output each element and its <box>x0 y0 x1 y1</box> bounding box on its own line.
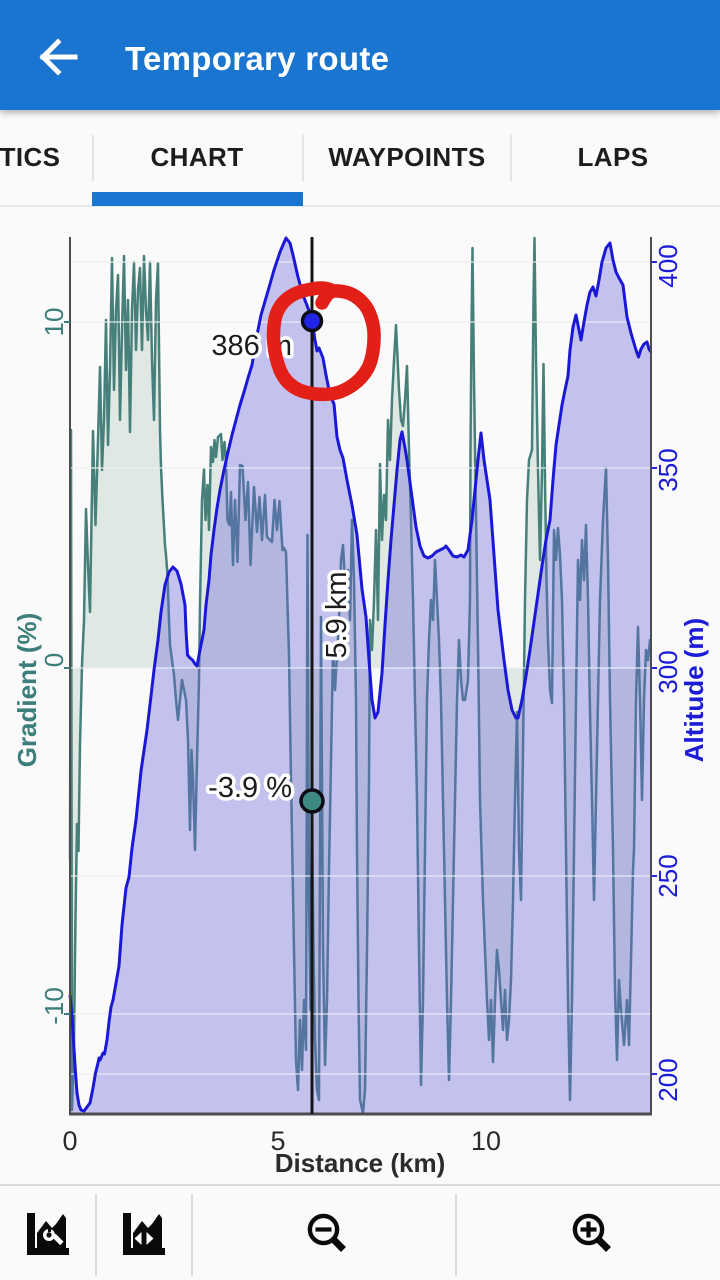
svg-text:250: 250 <box>653 854 683 897</box>
svg-text:5: 5 <box>270 1126 285 1156</box>
svg-text:5.9 km: 5.9 km <box>321 571 353 658</box>
svg-text:300: 300 <box>653 650 683 693</box>
svg-text:Gradient (%): Gradient (%) <box>12 613 42 768</box>
svg-text:10: 10 <box>471 1126 501 1156</box>
svg-text:5.9 km: 5.9 km <box>321 571 353 658</box>
svg-text:-3.9 %: -3.9 % <box>208 772 292 804</box>
svg-text:0: 0 <box>62 1126 77 1156</box>
svg-text:350: 350 <box>653 448 683 491</box>
svg-text:200: 200 <box>653 1058 683 1101</box>
svg-text:-10: -10 <box>39 987 69 1025</box>
svg-text:Distance (km): Distance (km) <box>275 1148 446 1178</box>
svg-text:10: 10 <box>39 308 69 337</box>
svg-text:0: 0 <box>39 653 69 667</box>
svg-text:400: 400 <box>653 244 683 287</box>
svg-text:-3.9 %: -3.9 % <box>208 772 292 804</box>
svg-text:Altitude (m): Altitude (m) <box>679 618 709 762</box>
